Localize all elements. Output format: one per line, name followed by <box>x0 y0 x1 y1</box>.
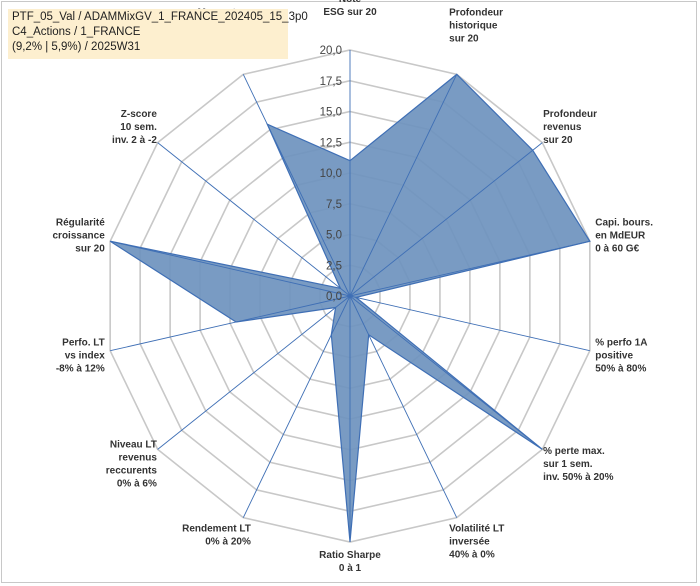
axis-spoke <box>157 295 351 450</box>
tick-label: 20,0 <box>320 45 342 57</box>
axis-spoke <box>349 295 543 450</box>
axis-label-line: Note <box>339 0 362 5</box>
axis-spoke <box>242 295 351 518</box>
axis-label-line: % perte max. <box>543 446 605 457</box>
axis-spoke <box>349 74 458 297</box>
title-line-1: PTF_05_Val / ADAMMixGV_1_FRANCE_202405_1… <box>12 11 308 23</box>
axis-label-line: 50% à 80% <box>595 364 646 375</box>
axis-label-line: Ratio Sharpe <box>319 550 381 561</box>
tick-label: 7,5 <box>326 199 342 211</box>
axis-label-line: 0 à 1 <box>339 563 362 574</box>
axis-label-line: Capi. bours. <box>595 217 653 228</box>
axis-spoke <box>110 295 351 352</box>
tick-label: 10,0 <box>320 168 342 180</box>
axis-label-line: en MdEUR <box>595 230 646 241</box>
axis-label-line: Volatilité LT <box>449 523 504 534</box>
axis-spoke <box>349 295 590 352</box>
axis-spoke <box>157 142 351 297</box>
axis-label-line: Niveau LT <box>110 439 157 450</box>
axis-label-line: historique <box>449 21 498 32</box>
axis-label-line: inversée <box>449 536 490 547</box>
axis-label: Profondeur revenus sur 20 <box>543 109 597 146</box>
axis-label-line: Perfo. LT <box>62 338 105 349</box>
axis-spoke <box>110 240 351 297</box>
axis-spoke <box>349 240 590 297</box>
axis-label-line: % perfo 1A <box>595 338 647 349</box>
axis-label: Rendement LT 0% à 20% <box>182 523 251 547</box>
axis-label-line: sur 1 sem. <box>543 459 593 470</box>
axis-spoke <box>349 295 458 518</box>
axis-label: Ratio Sharpe 0 à 1 <box>319 550 381 574</box>
axis-label: Perfo. LT vs index -8% à 12% <box>56 338 105 375</box>
axis-label: Volatilité LT inversée 40% à 0% <box>449 523 504 560</box>
axis-label-line: revenus <box>543 122 582 133</box>
axis-label-line: 0% à 20% <box>205 536 251 547</box>
tick-label: 17,5 <box>320 76 342 88</box>
tick-label: 15,0 <box>320 107 342 119</box>
axis-label-line: 0% à 6% <box>117 478 157 489</box>
axis-label-line: sur 20 <box>543 135 573 146</box>
title-line-3: (9,2% | 5,9%) / 2025W31 <box>12 41 141 53</box>
axis-label-line: Z-score <box>121 109 158 120</box>
axis-label-line: inv. 2 à -2 <box>112 135 157 146</box>
axis-label-line: vs index <box>65 351 105 362</box>
axis-label-line: inv. 50% à 20% <box>543 472 614 483</box>
radar-tick-labels: 0,0 2,5 5,0 7,5 10,0 12,5 15,0 17,5 20,0 <box>320 45 342 303</box>
tick-label: 5,0 <box>326 230 342 242</box>
title-line-2: C4_Actions / 1_FRANCE <box>12 26 141 38</box>
axis-label: % perfo 1A positive 50% à 80% <box>595 338 647 375</box>
axis-label: Profondeur historique sur 20 <box>449 8 503 45</box>
axis-label: Capi. bours. en MdEUR 0 à 60 G€ <box>595 217 653 254</box>
axis-label-line: Profondeur <box>449 8 503 19</box>
axis-label-line: reccurents <box>106 465 158 476</box>
axis-label-line: 40% à 0% <box>449 549 495 560</box>
tick-label: 12,5 <box>320 137 342 149</box>
radar-spokes <box>110 50 590 542</box>
axis-label-line: positive <box>595 351 633 362</box>
axis-label: Régularité croissance sur 20 <box>53 217 106 254</box>
axis-label: Z-score 10 sem. inv. 2 à -2 <box>112 109 157 146</box>
axis-label: % perte max. sur 1 sem. inv. 50% à 20% <box>543 446 614 483</box>
axis-label-line: Profondeur <box>543 109 597 120</box>
axis-label-line: 0 à 60 G€ <box>595 243 639 254</box>
axis-label: Niveau LT revenus reccurents 0% à 6% <box>106 439 158 489</box>
axis-label-line: 10 sem. <box>120 122 157 133</box>
axis-label-line: croissance <box>53 230 106 241</box>
axis-label: Note ESG sur 20 <box>323 0 377 18</box>
chart-title-box: PTF_05_Val / ADAMMixGV_1_FRANCE_202405_1… <box>8 9 308 59</box>
tick-label: 0,0 <box>326 291 342 303</box>
axis-label-line: revenus <box>119 452 158 463</box>
axis-spoke <box>349 142 543 297</box>
axis-spoke <box>242 74 351 297</box>
tick-label: 2,5 <box>326 260 342 272</box>
axis-label-line: Régularité <box>56 217 105 228</box>
axis-label-line: Rendement LT <box>182 523 251 534</box>
axis-label-line: sur 20 <box>449 34 479 45</box>
axis-label-line: sur 20 <box>75 243 105 254</box>
axis-label-line: -8% à 12% <box>56 364 105 375</box>
axis-label-line: ESG sur 20 <box>323 7 377 18</box>
